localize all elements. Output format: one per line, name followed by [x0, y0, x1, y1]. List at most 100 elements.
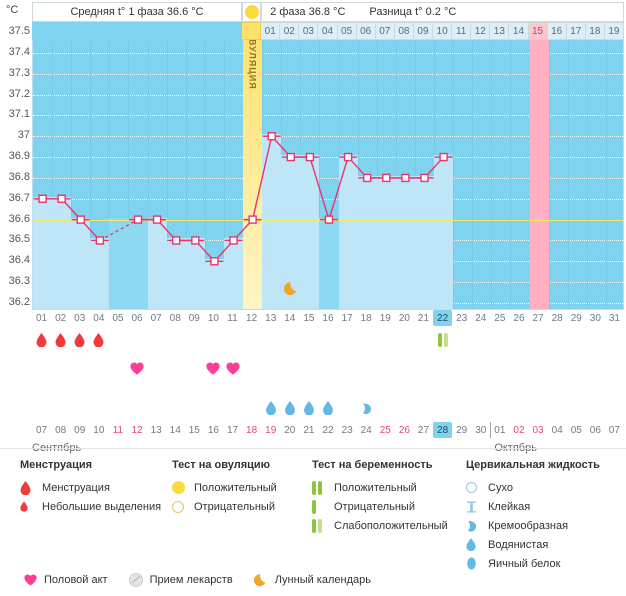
- day-column-fill[interactable]: [357, 175, 377, 309]
- data-point-marker[interactable]: [229, 236, 238, 245]
- phase-day-cell[interactable]: 17: [566, 22, 586, 40]
- phase-day-cell[interactable]: [89, 22, 109, 40]
- phase-day-cell[interactable]: 04: [318, 22, 338, 40]
- day-column-fill[interactable]: [319, 217, 339, 309]
- data-point-marker[interactable]: [38, 194, 47, 203]
- data-point-marker[interactable]: [152, 215, 162, 224]
- phase-day-cell[interactable]: 08: [394, 22, 414, 40]
- chart-day-number-row[interactable]: 01 02 03 04 05 06 07 08 09 10 11 12 13 14 15 16 17 18 19: [32, 22, 624, 40]
- data-point-marker[interactable]: [76, 215, 85, 224]
- phase-day-cell[interactable]: 13: [490, 22, 510, 40]
- data-point-marker[interactable]: [267, 132, 276, 141]
- cycle-day-cell[interactable]: 06: [131, 312, 143, 324]
- phase-day-cell[interactable]: [70, 22, 90, 40]
- data-point-marker[interactable]: [57, 194, 66, 203]
- intercourse-marker[interactable]: [223, 356, 242, 380]
- calendar-date-cell[interactable]: 18: [246, 424, 258, 436]
- data-point-marker[interactable]: [172, 236, 181, 245]
- calendar-date-cell[interactable]: 28: [433, 422, 453, 438]
- calendar-date-days[interactable]: 07 08 09 10 11 12 13 14 15 16 17 18 19 20 21 22 23 24 25 26…: [32, 422, 624, 438]
- cycle-day-cell[interactable]: 15: [303, 312, 315, 324]
- cycle-day-cell[interactable]: 29: [570, 312, 582, 324]
- data-point-marker[interactable]: [343, 152, 353, 162]
- cervical-fluid-marker[interactable]: [280, 396, 299, 420]
- cycle-day-cell[interactable]: 11: [227, 312, 238, 324]
- phase-day-cell[interactable]: 05: [337, 22, 357, 40]
- data-point-marker[interactable]: [401, 173, 410, 183]
- data-point-marker[interactable]: [362, 173, 372, 183]
- cycle-day-cell[interactable]: 01: [35, 312, 48, 324]
- calendar-date-cell[interactable]: 06: [589, 424, 601, 436]
- phase-day-cell[interactable]: [146, 22, 166, 40]
- calendar-date-cell[interactable]: 05: [570, 424, 582, 436]
- cycle-day-cell[interactable]: 18: [360, 312, 372, 324]
- cervical-fluid-marker[interactable]: [299, 396, 318, 420]
- calendar-date-cell[interactable]: 01: [494, 424, 506, 436]
- phase-day-cell[interactable]: 12: [471, 22, 491, 40]
- phase-day-cell[interactable]: [108, 22, 128, 40]
- day-column-fill[interactable]: [204, 259, 224, 309]
- cycle-day-cell[interactable]: 24: [475, 312, 487, 324]
- day-column-fill[interactable]: [223, 238, 244, 309]
- data-point-marker[interactable]: [439, 152, 448, 162]
- intercourse-marker[interactable]: [127, 356, 146, 380]
- day-column-fill[interactable]: [262, 134, 282, 309]
- phase-day-cell[interactable]: 06: [356, 22, 376, 40]
- cycle-day-cell[interactable]: 14: [284, 312, 296, 324]
- phase-day-cell[interactable]: 16: [547, 22, 567, 40]
- cycle-day-cell[interactable]: 19: [379, 312, 391, 324]
- data-point-marker[interactable]: [95, 236, 105, 245]
- data-point-marker[interactable]: [305, 152, 315, 162]
- day-column-fill[interactable]: [281, 155, 301, 309]
- day-column-fill[interactable]: [434, 155, 454, 309]
- calendar-date-cell[interactable]: 09: [74, 424, 86, 436]
- data-point-marker[interactable]: [324, 215, 334, 224]
- calendar-date-cell[interactable]: 17: [226, 424, 239, 436]
- day-column-fill[interactable]: [338, 155, 358, 309]
- calendar-date-cell[interactable]: 30: [475, 424, 487, 436]
- menstruation-row[interactable]: [32, 328, 624, 352]
- intercourse-row[interactable]: [32, 356, 624, 380]
- calendar-date-cell[interactable]: 22: [322, 424, 334, 436]
- day-column-fill[interactable]: [166, 238, 186, 309]
- calendar-date-cell[interactable]: 07: [608, 424, 620, 436]
- calendar-date-cell[interactable]: 21: [303, 424, 315, 436]
- calendar-date-cell[interactable]: 11: [112, 424, 124, 436]
- calendar-date-cell[interactable]: 27: [417, 424, 430, 436]
- phase-day-cell[interactable]: [32, 22, 52, 40]
- ovulation-band[interactable]: ОВУЛЯЦИЯ: [243, 23, 263, 309]
- calendar-date-cell[interactable]: 15: [188, 424, 200, 436]
- cycle-day-cell[interactable]: 31: [608, 312, 620, 324]
- calendar-date-cell[interactable]: 07: [35, 424, 48, 436]
- calendar-date-cell[interactable]: 20: [284, 424, 296, 436]
- day-column-fill[interactable]: [33, 196, 53, 309]
- data-point-marker[interactable]: [210, 257, 219, 266]
- phase-day-cell[interactable]: 09: [413, 22, 434, 40]
- cycle-day-cell[interactable]: 08: [169, 312, 181, 324]
- phase-day-cell[interactable]: [165, 22, 185, 40]
- day-column-fill[interactable]: [90, 238, 110, 309]
- phase-day-cell[interactable]: 14: [509, 22, 529, 40]
- phase-day-cell[interactable]: 10: [433, 22, 453, 40]
- day-column-fill[interactable]: [376, 175, 396, 309]
- calendar-date-cell[interactable]: 23: [341, 424, 353, 436]
- cycle-day-cell[interactable]: 12: [246, 312, 258, 324]
- cycle-day-cell[interactable]: 13: [265, 312, 277, 324]
- day-column-fill[interactable]: [414, 175, 435, 309]
- menstruation-marker[interactable]: [51, 328, 70, 352]
- cycle-day-cell[interactable]: 04: [93, 312, 105, 324]
- calendar-date-cell[interactable]: 13: [150, 424, 162, 436]
- phase-day-cell[interactable]: [203, 22, 223, 40]
- cycle-day-cell[interactable]: 25: [494, 312, 506, 324]
- pregnancy-test-marker[interactable]: [433, 328, 452, 352]
- phase-day-cell[interactable]: 11: [452, 22, 472, 40]
- phase-day-cell[interactable]: 18: [585, 22, 605, 40]
- day-column-fill[interactable]: [128, 217, 148, 309]
- cycle-day-cell[interactable]: 17: [341, 312, 353, 324]
- data-point-marker[interactable]: [286, 152, 296, 162]
- day-column-fill[interactable]: [71, 217, 91, 309]
- calendar-date-cell[interactable]: 16: [207, 424, 219, 436]
- data-point-marker[interactable]: [382, 173, 391, 183]
- data-point-marker[interactable]: [248, 215, 257, 224]
- calendar-date-cell[interactable]: 14: [169, 424, 181, 436]
